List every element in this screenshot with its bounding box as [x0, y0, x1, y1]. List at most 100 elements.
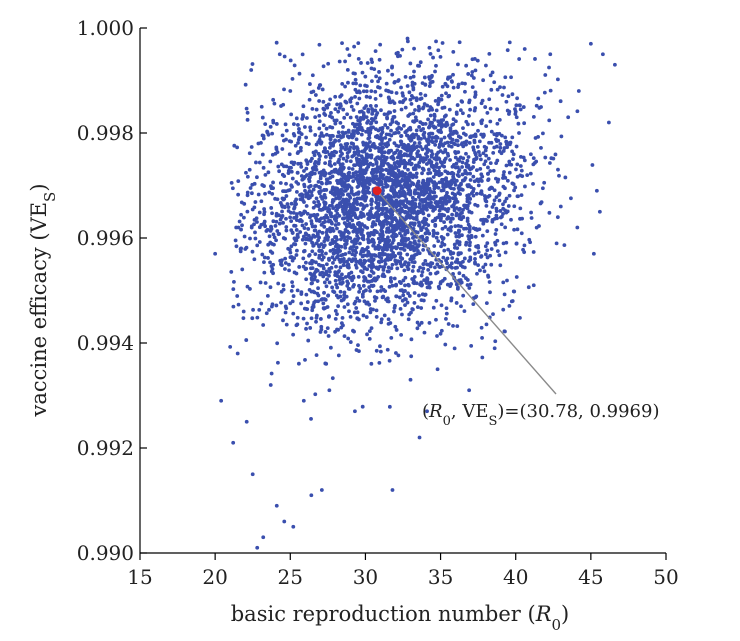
data-point — [324, 251, 328, 256]
data-point — [350, 209, 355, 214]
data-point — [283, 304, 288, 309]
data-point — [447, 199, 452, 203]
data-point — [383, 289, 388, 294]
data-point — [303, 358, 307, 362]
data-point — [317, 202, 322, 207]
data-point — [387, 137, 392, 142]
data-point — [406, 267, 411, 271]
data-point — [505, 48, 510, 53]
data-point — [504, 99, 509, 104]
data-point — [312, 200, 317, 205]
data-point — [303, 231, 308, 236]
data-point — [445, 77, 450, 81]
data-point — [327, 152, 332, 157]
data-point — [347, 135, 352, 139]
data-point — [400, 47, 405, 52]
data-point — [362, 265, 367, 270]
data-point — [441, 150, 446, 155]
data-point — [272, 101, 277, 106]
data-point — [467, 114, 471, 118]
data-point — [374, 197, 379, 202]
data-point — [309, 190, 314, 195]
data-point — [475, 168, 479, 173]
data-point — [510, 92, 515, 97]
data-point — [308, 271, 313, 276]
data-point — [347, 309, 351, 314]
data-point — [476, 128, 480, 133]
data-point — [529, 216, 534, 220]
data-point — [421, 298, 426, 303]
data-point — [543, 73, 548, 77]
y-axis-title: vaccine efficacy (VES) — [27, 183, 59, 417]
data-point — [296, 130, 301, 135]
data-point — [533, 57, 537, 61]
data-point — [483, 262, 488, 267]
data-point — [312, 153, 317, 158]
data-point — [486, 165, 490, 170]
data-point — [463, 169, 468, 174]
data-point — [236, 225, 241, 230]
data-point — [446, 322, 451, 326]
data-point — [449, 182, 454, 186]
data-point — [457, 234, 462, 239]
data-point — [316, 293, 321, 298]
data-point — [286, 188, 291, 193]
data-point — [366, 109, 371, 114]
data-point — [338, 120, 343, 125]
data-point — [397, 161, 402, 166]
data-point — [339, 233, 344, 238]
data-point — [403, 232, 407, 237]
data-point — [271, 97, 276, 102]
data-point — [390, 262, 395, 267]
data-point — [336, 109, 341, 114]
data-point — [541, 131, 545, 136]
data-point — [236, 179, 241, 184]
data-point — [395, 245, 400, 250]
data-point — [518, 164, 523, 168]
data-point — [390, 229, 395, 234]
data-point — [473, 68, 478, 73]
data-point — [285, 202, 290, 206]
data-point — [309, 219, 314, 223]
data-point — [334, 208, 339, 213]
data-point — [526, 285, 531, 290]
data-point — [410, 181, 415, 185]
data-point — [309, 222, 314, 226]
data-point — [501, 307, 506, 312]
data-point — [378, 93, 383, 98]
data-point — [290, 284, 295, 289]
data-point — [452, 177, 456, 181]
data-point — [464, 161, 468, 166]
data-point — [490, 70, 495, 75]
data-point — [248, 236, 252, 241]
data-point — [420, 81, 425, 85]
data-point — [296, 182, 301, 186]
data-point — [289, 219, 294, 224]
data-point — [283, 310, 288, 315]
data-point — [353, 409, 357, 414]
data-point — [454, 282, 459, 287]
data-point — [232, 143, 237, 148]
data-point — [443, 225, 448, 229]
data-point — [350, 252, 355, 257]
data-point — [245, 209, 250, 214]
data-point — [403, 289, 407, 293]
data-point — [398, 231, 402, 236]
data-point — [356, 274, 361, 279]
data-point — [308, 128, 313, 133]
data-point — [411, 111, 416, 116]
data-point — [339, 164, 344, 169]
data-point — [356, 216, 360, 221]
data-point — [463, 81, 467, 86]
data-point — [385, 112, 390, 116]
data-point — [313, 115, 318, 120]
data-point — [381, 245, 386, 250]
data-point — [322, 107, 327, 112]
data-point — [449, 79, 454, 84]
data-point — [460, 99, 465, 104]
data-point — [382, 313, 387, 318]
data-point — [433, 265, 437, 270]
data-point — [250, 62, 255, 66]
data-point — [407, 200, 412, 205]
data-point — [284, 228, 289, 233]
